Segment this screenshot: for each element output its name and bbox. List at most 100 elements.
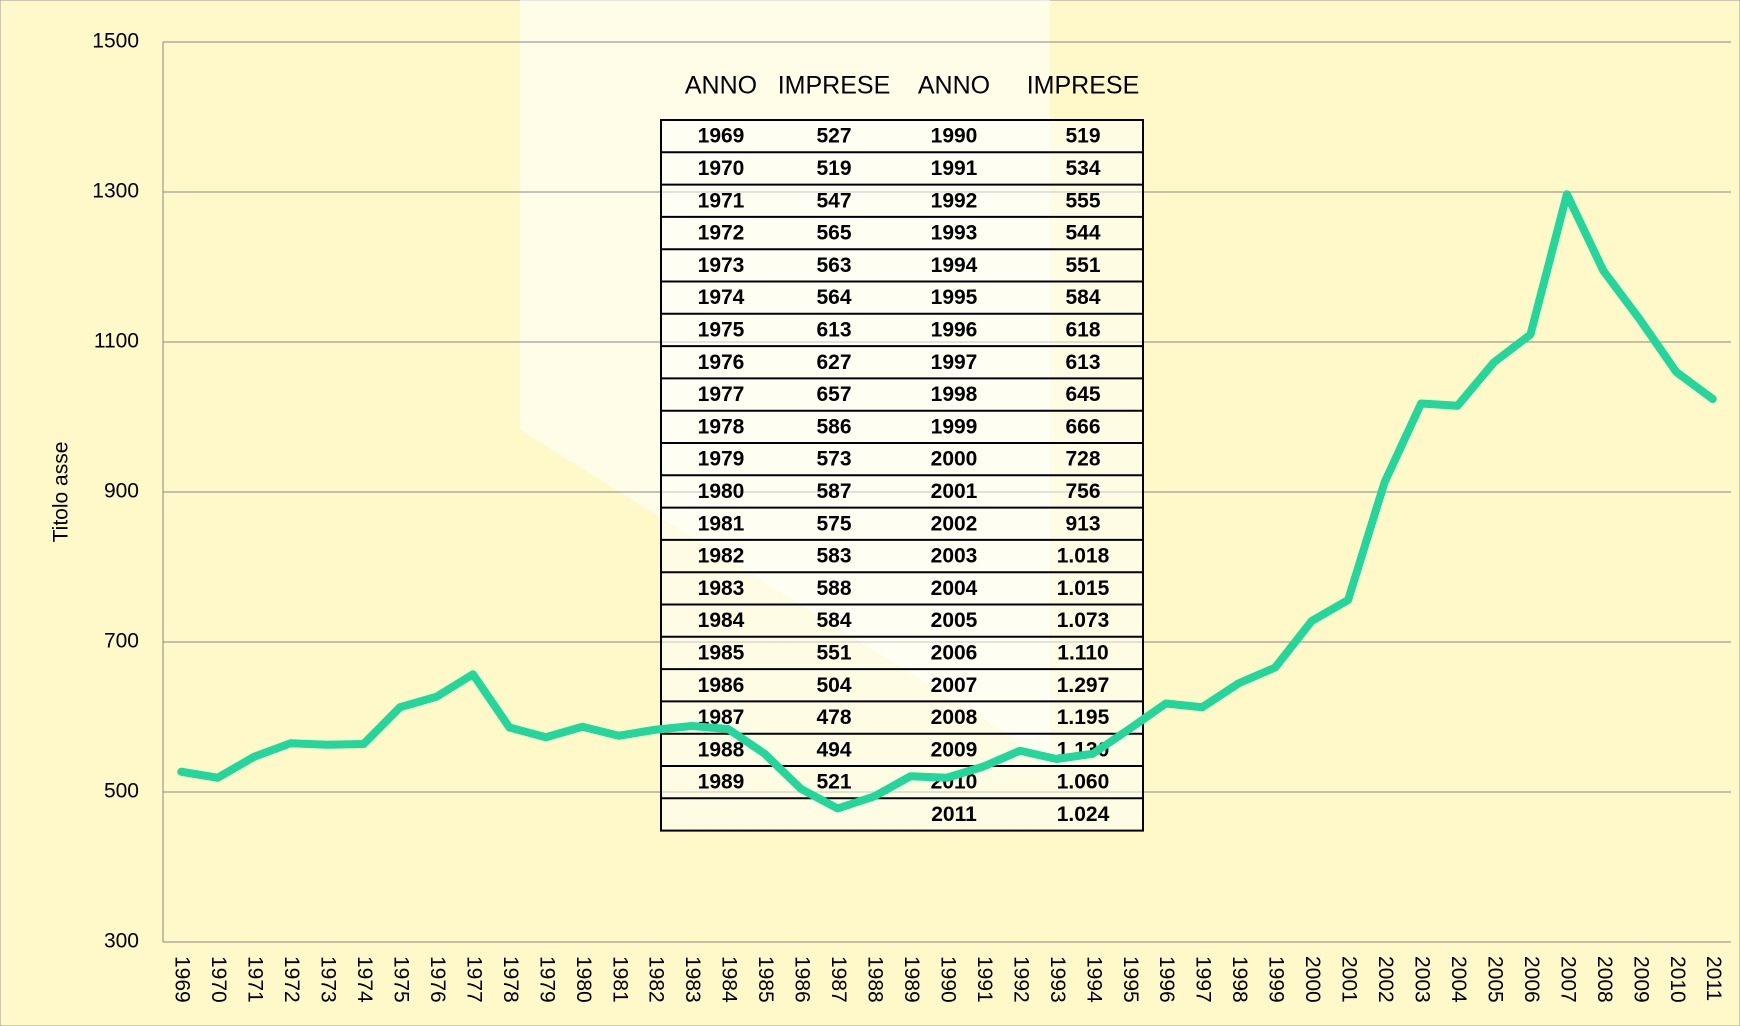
x-tick-label: 2004 (1447, 956, 1470, 1003)
x-tick-label: 1992 (1009, 956, 1032, 1003)
x-tick-label: 1974 (353, 956, 376, 1003)
x-tick-label: 1997 (1192, 956, 1215, 1003)
table-year: 1991 (931, 157, 978, 180)
x-tick-label: 1996 (1155, 956, 1178, 1003)
x-tick-label: 1989 (900, 956, 923, 1003)
table-year: 2003 (931, 545, 978, 568)
table-year: 1984 (698, 609, 745, 632)
x-tick-label: 2001 (1338, 956, 1361, 1003)
x-tick-label: 1978 (499, 956, 522, 1003)
table-year: 1990 (931, 125, 978, 148)
table-value: 521 (816, 771, 851, 794)
table-value: 756 (1065, 480, 1100, 503)
table-year: 1996 (931, 318, 978, 341)
table-value: 551 (1065, 254, 1100, 277)
table-year: 1972 (698, 222, 745, 245)
table-year: 1988 (698, 738, 745, 761)
table-year: 2004 (931, 577, 978, 600)
table-value: 587 (816, 480, 851, 503)
x-tick-label: 2006 (1520, 956, 1543, 1003)
table-year: 1977 (698, 383, 745, 406)
table-header: ANNO (685, 72, 757, 100)
table-header: ANNO (918, 72, 990, 100)
y-tick-label: 1300 (92, 180, 139, 203)
table-value: 519 (1065, 125, 1100, 148)
table-year: 1999 (931, 415, 978, 438)
table-year: 1973 (698, 254, 745, 277)
x-tick-label: 2011 (1702, 956, 1725, 1001)
table-header: IMPRESE (778, 72, 891, 100)
table-value: 1.110 (1057, 641, 1108, 664)
table-year: 1969 (698, 125, 745, 148)
x-tick-label: 1999 (1265, 956, 1288, 1003)
y-tick-label: 500 (104, 780, 139, 803)
table-year: 1978 (698, 415, 745, 438)
x-tick-label: 1973 (317, 956, 340, 1003)
table-value: 519 (816, 157, 851, 180)
table-year: 2006 (931, 641, 978, 664)
table-value: 666 (1065, 415, 1100, 438)
table-year: 1994 (931, 254, 978, 277)
table-value: 1.195 (1057, 706, 1110, 729)
table-value: 584 (1065, 286, 1100, 309)
x-tick-label: 1977 (462, 956, 485, 1003)
table-value: 586 (816, 415, 851, 438)
table-year: 2001 (931, 480, 978, 503)
x-tick-label: 1993 (1046, 956, 1069, 1003)
table-value: 551 (816, 641, 851, 664)
y-tick-label: 700 (104, 630, 139, 653)
table-value: 564 (816, 286, 851, 309)
table-year: 1980 (698, 480, 745, 503)
table-year: 1970 (698, 157, 745, 180)
x-tick-label: 1969 (171, 956, 194, 1003)
table-value: 575 (816, 512, 851, 535)
table-value: 544 (1065, 222, 1100, 245)
x-tick-label: 1986 (791, 956, 814, 1003)
x-tick-label: 1987 (827, 956, 850, 1003)
table-value: 547 (816, 189, 851, 212)
table-value: 645 (1065, 383, 1100, 406)
x-tick-label: 1995 (1119, 956, 1142, 1003)
table-value: 1.073 (1057, 609, 1110, 632)
table-value: 555 (1065, 189, 1100, 212)
x-tick-label: 1981 (608, 956, 631, 1003)
table-year: 1986 (698, 674, 745, 697)
table-year: 1995 (931, 286, 978, 309)
table-value: 1.060 (1057, 771, 1110, 794)
table-year: 1987 (698, 706, 745, 729)
table-value: 534 (1065, 157, 1100, 180)
table-value: 573 (816, 448, 851, 471)
x-tick-label: 1991 (973, 956, 996, 1003)
x-tick-label: 1972 (280, 956, 303, 1003)
x-tick-label: 2007 (1556, 956, 1579, 1003)
y-tick-label: 1100 (94, 330, 139, 353)
table-year: 1976 (698, 351, 745, 374)
x-tick-label: 2003 (1410, 956, 1433, 1003)
table-value: 565 (816, 222, 851, 245)
table-year: 1974 (698, 286, 745, 309)
table-value: 583 (816, 545, 851, 568)
table-value: 504 (816, 674, 851, 697)
table-year: 2002 (931, 512, 978, 535)
x-tick-label: 2010 (1666, 956, 1689, 1003)
table-value: 588 (816, 577, 851, 600)
x-tick-label: 1990 (936, 956, 959, 1003)
x-tick-label: 2005 (1483, 956, 1506, 1003)
x-tick-label: 2002 (1374, 956, 1397, 1003)
x-tick-label: 1988 (864, 956, 887, 1003)
x-tick-label: 1975 (389, 956, 412, 1003)
table-value: 627 (816, 351, 851, 374)
table-year: 1989 (698, 771, 745, 794)
table-year: 2009 (931, 738, 978, 761)
table-value: 657 (816, 383, 851, 406)
table-year: 2007 (931, 674, 978, 697)
x-tick-label: 1971 (244, 956, 267, 1003)
table-year: 1979 (698, 448, 745, 471)
table-value: 584 (816, 609, 851, 632)
x-tick-label: 1976 (426, 956, 449, 1003)
table-year: 1998 (931, 383, 978, 406)
table-value: 1.015 (1057, 577, 1110, 600)
table-year: 1971 (698, 189, 745, 212)
x-tick-label: 1970 (207, 956, 230, 1003)
